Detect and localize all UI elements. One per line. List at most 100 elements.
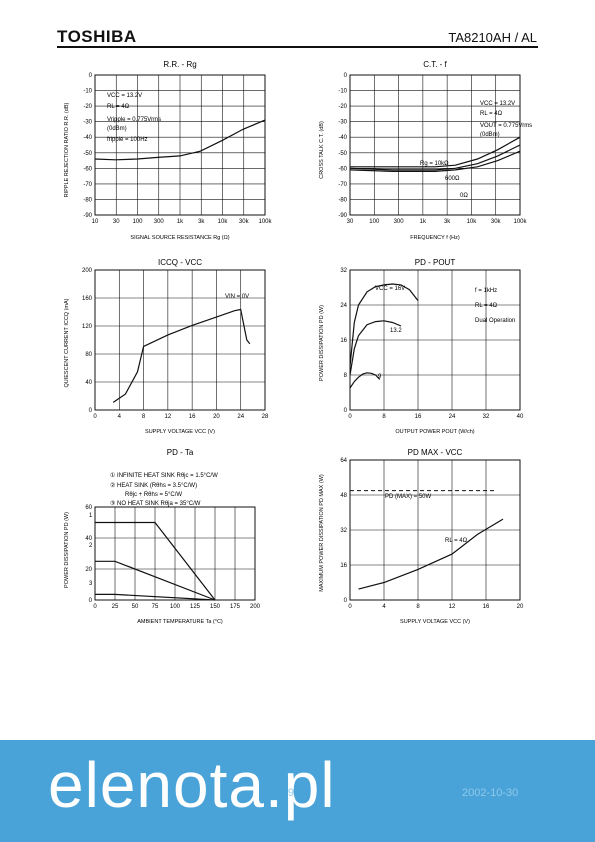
series-line	[349, 283, 419, 367]
chart-annotation: 13.2	[390, 328, 402, 334]
chart-annotation: 600Ω	[445, 176, 460, 182]
chart-annotation: ① INFINITE HEAT SINK Rθjc = 1.5°C/W	[110, 472, 218, 479]
chart-title: C.T. - f	[423, 60, 447, 69]
chart-title: R.R. - Rg	[163, 60, 196, 69]
chart-title: ICCQ - VCC	[158, 258, 202, 267]
y-tick-label: -10	[338, 89, 347, 95]
chart-annotation: 0Ω	[460, 193, 468, 199]
chart-grid	[94, 269, 266, 411]
chart-annotation: PD (MAX) = 50W	[385, 494, 432, 500]
x-tick-label: 150	[210, 604, 221, 610]
y-tick-label: 0	[89, 598, 93, 604]
chart-annotation: Rθjc + Rθhs = 5°C/W	[125, 492, 182, 498]
watermark-brand[interactable]: elenota.pl	[48, 749, 336, 821]
chart-annotation: 9	[378, 374, 382, 380]
x-tick-label: 8	[416, 604, 420, 610]
y-tick-label: -90	[83, 213, 92, 219]
x-tick-label: 4	[382, 604, 386, 610]
chart-title: PD MAX - VCC	[408, 448, 463, 457]
y-tick-label: -20	[83, 104, 92, 110]
x-axis-label: SUPPLY VOLTAGE VCC (V)	[145, 429, 215, 435]
y-tick-label: -50	[83, 151, 92, 157]
chart-annotation: VCC = 16V	[375, 286, 405, 292]
chart-annotation: f = 1kHz	[475, 288, 497, 294]
chart-pd-pout: PD - POUT 0 8 16 24 32 40 0 8 16 24 32 f = 1kHz RL …	[319, 258, 524, 435]
x-tick-label: 3k	[198, 219, 205, 225]
x-tick-label: 300	[154, 219, 165, 225]
x-tick-label: 30	[113, 219, 120, 225]
y-tick-label: 40	[85, 536, 92, 542]
x-tick-label: 16	[415, 414, 422, 420]
chart-annotation: fripple = 100Hz	[107, 137, 148, 143]
x-tick-label: 3k	[444, 219, 451, 225]
chart-iccq-vcc: ICCQ - VCC 0 4 8 12 16 20 24 28 0 40 80 120 160 200 V…	[64, 258, 269, 435]
series-line	[350, 136, 521, 168]
chart-rr-rg: R.R. - Rg 10 30 100 300 1k 3k 10k 30k 100k 0 -10 -2…	[64, 60, 273, 241]
x-axis-label: SUPPLY VOLTAGE VCC (V)	[400, 619, 470, 625]
x-tick-label: 0	[93, 414, 97, 420]
x-tick-label: 100k	[513, 219, 527, 225]
chart-grid	[94, 74, 266, 216]
plot-frame	[94, 269, 266, 411]
y-tick-label: 0	[89, 73, 93, 79]
y-tick-label: -80	[338, 197, 347, 203]
chart-series	[95, 521, 216, 601]
chart-annotation: RL = 4Ω	[480, 111, 503, 117]
y-tick-label: 48	[340, 493, 347, 499]
y-tick-label: 0	[344, 408, 348, 414]
chart-annotation: RL = 4Ω	[107, 104, 130, 110]
chart-grid	[94, 506, 256, 601]
chart-annotation: Dual Operation	[475, 318, 515, 324]
x-tick-label: 200	[250, 604, 261, 610]
y-tick-label: 60	[85, 505, 92, 511]
series-line	[94, 119, 266, 161]
chart-annotations: PD (MAX) = 50W RL = 4Ω	[385, 494, 468, 544]
chart-grid	[349, 459, 521, 601]
part-number: TA8210AH / AL	[448, 30, 537, 45]
x-tick-label: 30k	[491, 219, 502, 225]
x-tick-label: 20	[517, 604, 524, 610]
x-tick-label: 8	[142, 414, 146, 420]
y-tick-label: 8	[344, 373, 348, 379]
y-tick-label: -20	[338, 104, 347, 110]
y-tick-label: -70	[338, 182, 347, 188]
x-tick-label: 30	[347, 219, 354, 225]
chart-annotation: ② HEAT SINK (Rθhs = 3.5°C/W)	[110, 482, 197, 489]
plot-frame	[349, 74, 521, 216]
chart-annotation: RL = 4Ω	[475, 303, 498, 309]
x-tick-label: 1k	[177, 219, 184, 225]
series-line	[95, 593, 216, 601]
chart-series	[349, 136, 521, 172]
x-axis-label: OUTPUT POWER POUT (W/ch)	[395, 429, 474, 435]
y-tick-label: 40	[85, 380, 92, 386]
x-tick-label: 4	[118, 414, 122, 420]
chart-annotation: (0dBm)	[107, 126, 127, 132]
chart-annotation: RL = 4Ω	[445, 538, 468, 544]
x-tick-label: 125	[190, 604, 201, 610]
x-tick-label: 100	[369, 219, 380, 225]
x-tick-label: 10	[92, 219, 99, 225]
x-tick-label: 10k	[467, 219, 478, 225]
series-line	[349, 372, 381, 389]
x-axis-label: AMBIENT TEMPERATURE Ta (°C)	[137, 619, 223, 625]
chart-annotation: (0dBm)	[480, 132, 500, 138]
chart-title: PD - Ta	[167, 448, 194, 457]
y-tick-label: -80	[83, 197, 92, 203]
x-tick-label: 25	[112, 604, 119, 610]
y-tick-label: -40	[83, 135, 92, 141]
y-tick-label: 200	[82, 268, 93, 274]
x-tick-label: 300	[394, 219, 405, 225]
y-tick-label: -60	[83, 166, 92, 172]
chart-annotation: ③ NO HEAT SINK Rθja = 35°C/W	[110, 500, 201, 507]
chart-ticks: 30 100 300 1k 3k 10k 30k 100k 0 -10 -20 -30 -40 -50 -6…	[338, 73, 527, 225]
y-tick-label: 16	[340, 338, 347, 344]
chart-series	[112, 308, 251, 403]
series-line	[95, 521, 216, 601]
x-tick-label: 100k	[258, 219, 272, 225]
x-tick-label: 24	[449, 414, 456, 420]
chart-grid	[349, 74, 521, 216]
chart-ct-f: C.T. - f 30 100 300 1k 3k 10k 30k 100k 0 -10 -20 -3…	[319, 60, 532, 241]
y-tick-label: -30	[83, 120, 92, 126]
y-axis-label: POWER DISSIPATION PD (W)	[319, 305, 325, 381]
